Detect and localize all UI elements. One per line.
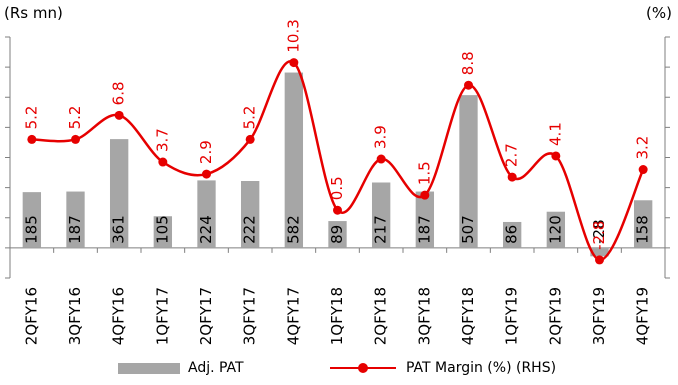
x-tick-label: 4QFY16	[110, 287, 128, 345]
legend-line-swatch	[330, 362, 396, 374]
bar-adj-pat	[459, 95, 478, 248]
combo-chart: 185 187 361 105 224 222 582 89 217 187 507 86 120 -28…	[5, 19, 670, 345]
bar-data-label: 222	[241, 215, 259, 244]
line-data-label: 5.2	[22, 106, 40, 130]
point-pat-margin	[71, 134, 80, 144]
bar-data-label: 187	[415, 215, 433, 244]
bar-data-label: 185	[22, 215, 40, 244]
x-tick-label: 4QFY19	[634, 287, 652, 345]
bar-data-label: 158	[634, 215, 652, 244]
line-data-label: 3.9	[372, 125, 390, 149]
point-pat-margin	[27, 134, 37, 144]
point-pat-margin	[595, 255, 604, 265]
point-pat-margin	[158, 157, 168, 167]
x-tick-label: 2QFY19	[546, 287, 564, 345]
line-data-label: 3.2	[634, 136, 652, 160]
bar-adj-pat	[371, 182, 391, 248]
bar-data-label: 361	[110, 215, 128, 244]
x-tick-label: 4QFY17	[284, 287, 302, 345]
point-pat-margin	[333, 205, 342, 215]
line-data-label: 5.2	[66, 106, 84, 130]
bar-adj-pat	[22, 192, 42, 248]
bar-adj-pat	[240, 180, 260, 248]
line-data-label: 3.7	[153, 128, 171, 152]
bar-adj-pat	[546, 211, 566, 248]
x-tick-label: 3QFY18	[415, 287, 433, 345]
bar-adj-pat	[502, 221, 522, 248]
bar-data-label: 187	[66, 215, 84, 244]
point-pat-margin	[202, 169, 211, 179]
line-data-label: 4.1	[546, 122, 564, 146]
bar-adj-pat	[633, 200, 653, 248]
bar-adj-pat	[197, 180, 216, 248]
bar-data-label: 217	[372, 215, 390, 244]
x-tick-label: 2QFY17	[197, 287, 215, 345]
legend-item-adj-pat: Adj. PAT	[118, 360, 244, 376]
line-data-label: 6.8	[110, 81, 128, 105]
x-tick-label: 3QFY19	[590, 287, 608, 345]
point-pat-margin	[289, 58, 299, 68]
line-data-label: 10.3	[284, 19, 302, 52]
point-pat-margin	[376, 154, 386, 164]
bar-adj-pat	[66, 191, 85, 248]
point-pat-margin	[551, 151, 561, 161]
bar-data-label: -28	[590, 219, 608, 244]
point-pat-margin	[638, 165, 648, 175]
point-pat-margin	[245, 134, 255, 144]
line-data-label: 2.7	[503, 143, 521, 167]
point-pat-margin	[114, 110, 124, 120]
x-tick-label: 2QFY18	[372, 287, 390, 345]
bar-data-label: 507	[459, 215, 477, 244]
bar-adj-pat	[415, 191, 435, 248]
bar-adj-pat	[153, 216, 173, 248]
bar-data-label: 89	[328, 225, 346, 244]
bar-adj-pat	[109, 139, 129, 248]
x-tick-label: 1QFY18	[328, 287, 346, 345]
bar-data-label: 86	[503, 225, 521, 244]
bar-adj-pat	[590, 247, 609, 257]
x-tick-label: 2QFY16	[22, 287, 40, 345]
bar-data-label: 105	[153, 215, 171, 244]
left-axis-unit-label: (Rs mn)	[4, 4, 63, 22]
bar-data-label: 582	[284, 215, 302, 244]
legend-label-adj-pat: Adj. PAT	[188, 360, 244, 376]
line-data-label: 2.9	[197, 140, 215, 164]
x-tick-label: 3QFY17	[241, 287, 259, 345]
point-pat-margin	[420, 190, 430, 200]
x-tick-label: 1QFY17	[153, 287, 171, 345]
line-data-label: -2.8	[590, 221, 608, 250]
x-tick-label: 1QFY19	[503, 287, 521, 345]
line-data-label: 1.5	[415, 161, 433, 185]
bar-data-label: 120	[546, 215, 564, 244]
point-pat-margin	[464, 80, 473, 90]
legend-label-pat-margin: PAT Margin (%) (RHS)	[406, 360, 557, 376]
bar-adj-pat	[284, 72, 304, 248]
x-tick-label: 3QFY16	[66, 287, 84, 345]
right-axis-unit-label: (%)	[646, 4, 672, 22]
bar-data-label: 224	[197, 215, 215, 244]
legend-bar-swatch	[118, 362, 180, 374]
legend-item-pat-margin: PAT Margin (%) (RHS)	[330, 360, 556, 376]
x-tick-label: 4QFY18	[459, 287, 477, 345]
point-pat-margin	[507, 172, 517, 182]
bar-adj-pat	[328, 221, 347, 248]
line-data-label: 8.8	[459, 51, 477, 75]
line-data-label: 0.5	[328, 176, 346, 200]
line-data-label: 5.2	[241, 106, 259, 130]
